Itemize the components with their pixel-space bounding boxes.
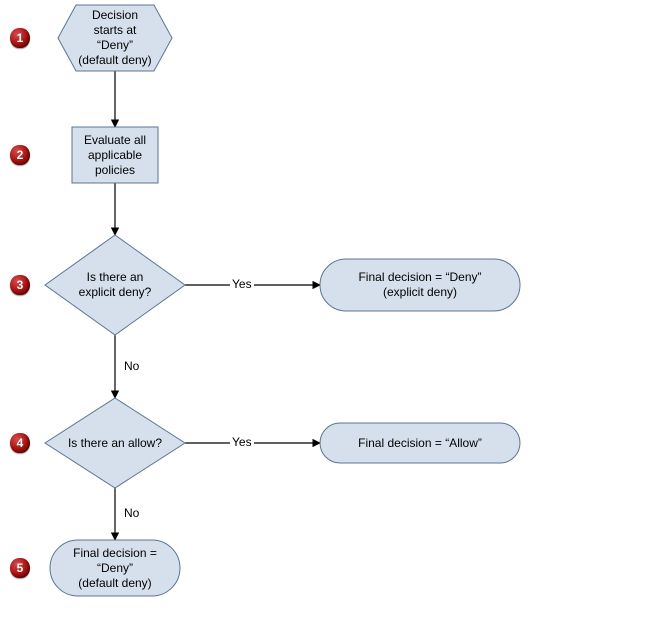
node-label-n3: Is there anexplicit deny?: [45, 235, 185, 335]
edge-label: Yes: [230, 435, 254, 449]
edge-label: No: [122, 506, 141, 520]
node-label-n5: Final decision =“Deny”(default deny): [50, 540, 180, 596]
edge-label: No: [122, 359, 141, 373]
node-label-n2: Evaluate allapplicablepolicies: [72, 127, 158, 183]
callout-5: 5: [10, 558, 30, 578]
node-label-n1: Decisionstarts at“Deny”(default deny): [58, 5, 172, 71]
callout-1: 1: [10, 28, 30, 48]
node-label-n3r: Final decision = “Deny”(explicit deny): [320, 259, 520, 311]
callout-3: 3: [10, 275, 30, 295]
edge-label: Yes: [230, 277, 254, 291]
callout-4: 4: [10, 433, 30, 453]
node-label-n4r: Final decision = “Allow”: [320, 423, 520, 463]
node-label-n4: Is there an allow?: [45, 398, 185, 488]
callout-2: 2: [10, 145, 30, 165]
